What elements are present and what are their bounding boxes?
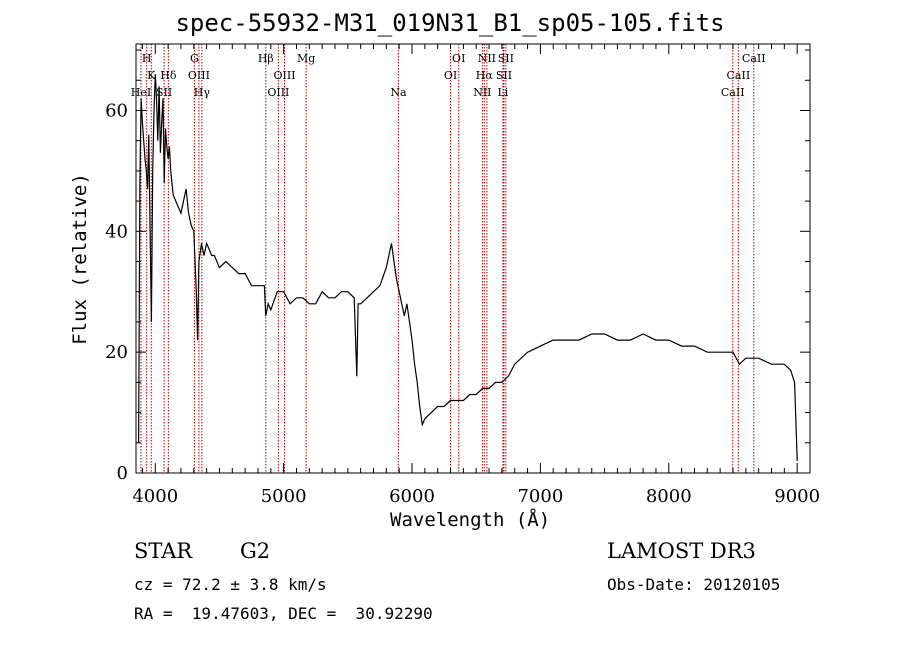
marker-label-22: CaII: [727, 69, 751, 82]
x-tick-label: 4000: [132, 486, 178, 507]
marker-label-11: Mg: [297, 52, 315, 65]
marker-label-13: OI: [444, 69, 457, 82]
y-tick-label: 60: [105, 100, 128, 121]
marker-label-6: OIII: [188, 69, 210, 82]
marker-label-15: NII: [473, 86, 491, 99]
x-axis-label: Wavelength (Å): [390, 509, 551, 531]
y-tick-label: 20: [105, 342, 128, 363]
object-subclass: G2: [240, 539, 271, 563]
marker-label-1: H: [142, 52, 152, 65]
y-tick-label: 40: [105, 221, 128, 242]
survey-name: LAMOST DR3: [607, 539, 756, 563]
marker-label-2: K: [147, 69, 156, 82]
redshift-cz: cz = 72.2 ± 3.8 km/s: [134, 575, 327, 594]
marker-label-5: G: [190, 52, 199, 65]
y-tick-label: 0: [117, 463, 128, 484]
y-axis-label: Flux (relative): [69, 173, 91, 345]
plot-frame: [135, 43, 811, 474]
spectrum-line: [138, 74, 798, 461]
observation-date: Obs-Date: 20120105: [607, 575, 781, 594]
object-class: STAR: [134, 539, 193, 563]
marker-label-21: CaII: [721, 86, 745, 99]
marker-label-17: NII: [478, 52, 496, 65]
x-tick-label: 7000: [517, 486, 563, 507]
marker-label-20: SII: [498, 52, 514, 65]
marker-label-9: OIII: [267, 86, 289, 99]
ra-dec: RA = 19.47603, DEC = 30.92290: [134, 604, 433, 623]
chart-title: spec-55932-M31_019N31_B1_sp05-105.fits: [175, 9, 725, 37]
marker-label-19: SII: [496, 69, 512, 82]
marker-label-10: OIII: [274, 69, 296, 82]
marker-label-18: Li: [497, 86, 508, 99]
marker-label-23: CaII: [742, 52, 766, 65]
marker-label-7: Hγ: [194, 86, 211, 99]
marker-label-8: Hβ: [258, 52, 274, 65]
marker-label-0: HeI: [131, 86, 151, 99]
marker-label-14: OI: [452, 52, 465, 65]
marker-label-3: SII: [156, 86, 172, 99]
x-tick-label: 9000: [774, 486, 820, 507]
marker-label-12: Na: [390, 86, 407, 99]
x-tick-label: 5000: [261, 486, 307, 507]
x-tick-label: 8000: [646, 486, 692, 507]
marker-label-4: Hδ: [160, 69, 177, 82]
x-tick-label: 6000: [389, 486, 435, 507]
marker-label-16: Hα: [476, 69, 494, 82]
